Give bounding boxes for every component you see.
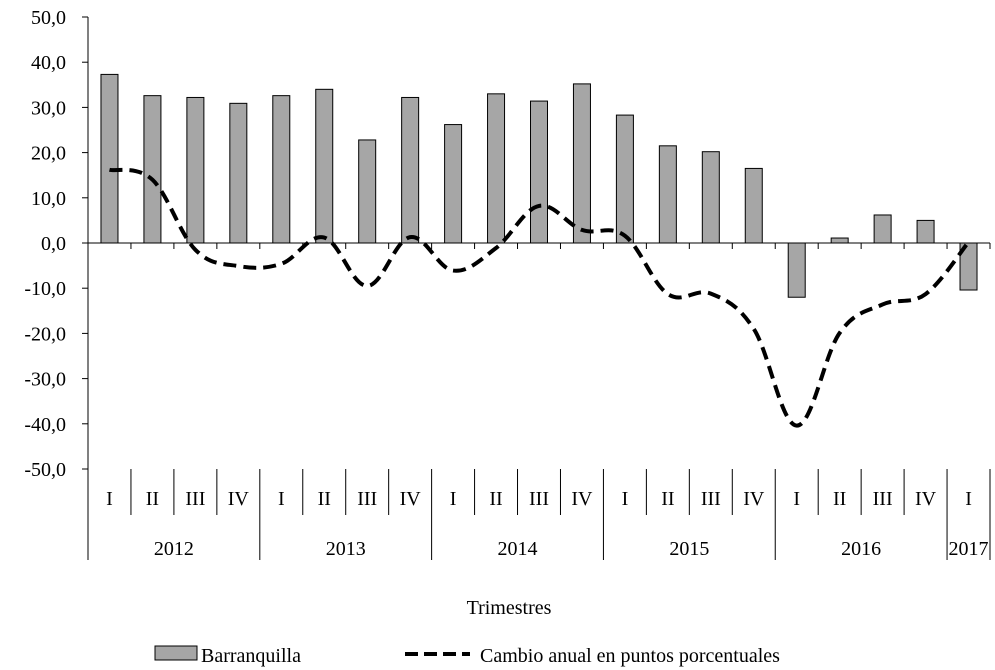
x-year-label: 2014 [498,538,538,560]
bar [787,242,806,298]
bar [744,167,763,244]
line-cambio-anual [109,167,971,428]
x-tick-label: II [318,488,331,510]
x-year-label: 2016 [841,538,881,560]
y-tick-label: 40,0 [31,52,66,74]
x-tick-label: III [185,488,205,510]
line-series [109,167,971,428]
bar [487,93,506,244]
y-tick-label: -20,0 [24,323,66,345]
legend-label-barranquilla: Barranquilla [201,645,301,667]
bar [615,114,634,244]
x-tick-label: III [873,488,893,510]
bar [358,139,377,244]
y-tick-label: 20,0 [31,143,66,165]
x-tick-label: IV [915,488,937,510]
legend-label-cambio: Cambio anual en puntos porcentuales [480,645,780,667]
x-tick-label: IV [743,488,765,510]
x-tick-label: II [489,488,502,510]
x-axis: I II III IV I II III IV I II III IV I II III IV I II III IV… [87,242,991,560]
legend: Barranquilla Cambio anual en puntos porc… [154,645,780,667]
y-tick-label: 0,0 [41,233,66,255]
bar [701,151,720,244]
bar [272,95,291,244]
bar [315,88,334,244]
x-tick-label: I [278,488,285,510]
y-tick-label: -40,0 [24,414,66,436]
x-tick-label: II [146,488,159,510]
x-tick-label: IV [400,488,422,510]
y-tick-label: -30,0 [24,369,66,391]
x-tick-label: I [106,488,113,510]
x-tick-label: III [529,488,549,510]
bar [916,219,935,244]
x-year-label: 2013 [326,538,366,560]
y-tick-label: 50,0 [31,7,66,29]
x-tick-label: IV [228,488,250,510]
x-tick-label: I [622,488,629,510]
legend-swatch-barranquilla [154,645,198,661]
x-tick-label: III [701,488,721,510]
bar [401,96,420,244]
y-tick-label: -50,0 [24,459,66,481]
x-axis-title: Trimestres [467,597,552,619]
x-tick-label: I [793,488,800,510]
bar [229,102,248,244]
bar [186,96,205,244]
bar [444,124,463,244]
bar [830,237,849,244]
bar [572,83,591,244]
bar [100,73,119,244]
x-tick-label: I [965,488,972,510]
x-tick-label: III [357,488,377,510]
x-year-label: 2012 [154,538,194,560]
x-tick-label: IV [571,488,593,510]
x-tick-label: II [833,488,846,510]
y-axis: 50,0 40,0 30,0 20,0 10,0 0,0 -10,0 -20,0 -30,0 -4… [24,7,89,481]
x-tick-label: II [661,488,674,510]
bar [530,100,548,244]
bar [658,145,677,244]
bar [143,95,162,244]
bar-series [100,73,978,298]
x-year-label: 2015 [669,538,709,560]
x-year-label: 2017 [949,538,989,560]
y-tick-label: 30,0 [31,97,66,119]
x-tick-label: I [450,488,457,510]
bar [873,214,892,244]
y-tick-label: -10,0 [24,278,66,300]
y-tick-label: 10,0 [31,188,66,210]
